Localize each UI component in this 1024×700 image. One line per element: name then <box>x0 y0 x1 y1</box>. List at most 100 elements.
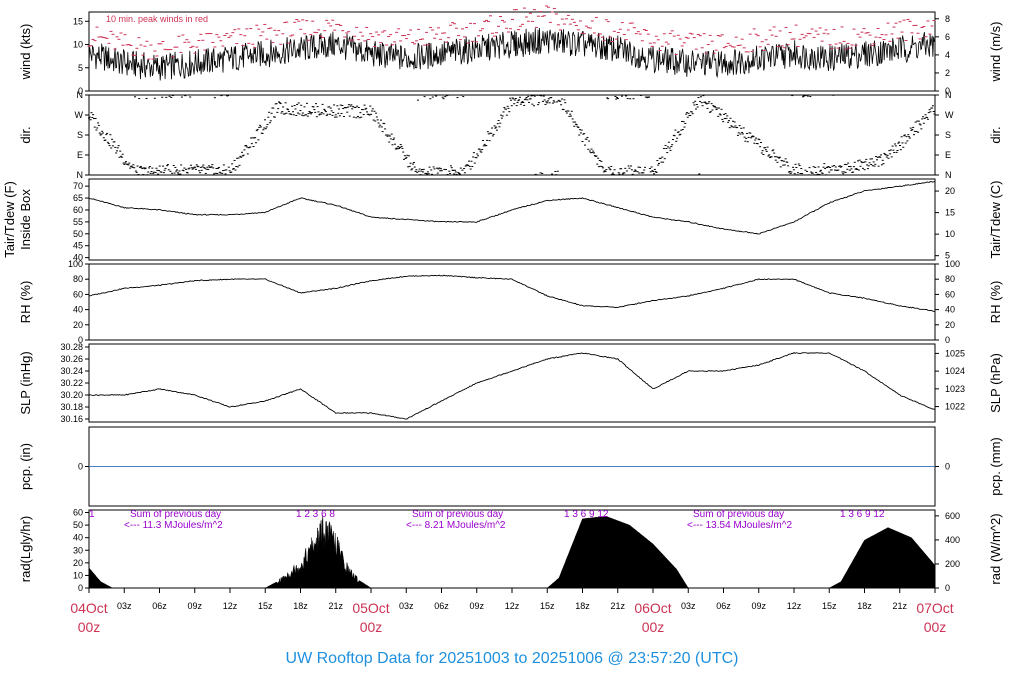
ytick-label-right-slp: 1022 <box>945 402 965 412</box>
ytick-label-left-slp: 30.20 <box>60 390 83 400</box>
ytick-label-left-slp: 30.16 <box>60 414 83 424</box>
xtick-label: 12z <box>505 601 520 611</box>
ytick-label-left-dir: N <box>77 170 84 180</box>
ytick-label-left-temperature: 45 <box>73 241 83 251</box>
ytick-label-right-rh: 40 <box>945 305 955 315</box>
ylabel-right-temperature: Tair/Tdew (C) <box>988 180 1003 258</box>
ytick-label-right-radiation: 0 <box>945 583 950 593</box>
ytick-label-right-slp: 1025 <box>945 348 965 358</box>
ytick-label-right-rh: 20 <box>945 320 955 330</box>
ytick-label-left-slp: 30.28 <box>60 342 83 352</box>
ytick-label-left-radiation: 40 <box>73 533 83 543</box>
ylabel-right-dir: dir. <box>988 126 1003 143</box>
ytick-label-left-wind: 0 <box>78 86 83 96</box>
ylabel-right-rh: RH (%) <box>988 281 1003 324</box>
xtick-label: 06z <box>716 601 731 611</box>
xtick-label: 15z <box>258 601 273 611</box>
rad-sum-label-1: Sum of previous day <box>130 509 222 520</box>
xtick-label: 18z <box>857 601 872 611</box>
date-label: 06Oct <box>634 600 671 616</box>
ytick-label-right-rh: 60 <box>945 289 955 299</box>
ytick-label-right-rh: 0 <box>945 335 950 345</box>
temperature-series-line <box>88 180 936 235</box>
xtick-label: 18z <box>575 601 590 611</box>
xtick-label: 09z <box>469 601 484 611</box>
ytick-label-left-radiation: 0 <box>78 583 83 593</box>
rad-sum-label-3: Sum of previous day <box>693 509 785 520</box>
ylabel-left-dir: dir. <box>18 126 33 143</box>
ytick-label-left-dir: N <box>77 90 84 100</box>
ytick-label-left-rh: 60 <box>73 289 83 299</box>
peak-winds-note: 10 min. peak winds in red <box>106 14 209 24</box>
ytick-label-left-radiation: 30 <box>73 545 83 555</box>
date-time-label: 00z <box>360 619 383 635</box>
panel-rh <box>85 263 939 341</box>
ytick-label-right-slp: 1024 <box>945 366 965 376</box>
ytick-label-left-rh: 100 <box>68 259 83 269</box>
ylabel-right-slp: SLP (hPa) <box>988 353 1003 413</box>
rad-sum-value-1: <--- 11.3 MJoules/m^2 <box>124 520 223 531</box>
date-time-label: 00z <box>78 619 101 635</box>
xtick-label: 18z <box>293 601 308 611</box>
ytick-label-right-temperature: 20 <box>945 186 955 196</box>
ytick-label-left-radiation: 10 <box>73 570 83 580</box>
ylabel-left-wind: wind (kts) <box>18 24 33 81</box>
rad-hour-marks-0: 1 <box>89 509 95 520</box>
ytick-label-left-temperature: 60 <box>73 205 83 215</box>
ytick-label-right-temperature: 5 <box>945 251 950 261</box>
panel-dir <box>85 94 939 176</box>
ytick-label-left-temperature: 40 <box>73 253 83 263</box>
slp-series-line <box>88 352 936 420</box>
ylabel-left-slp: SLP (inHg) <box>18 351 33 414</box>
xtick-label: 15z <box>540 601 555 611</box>
xtick-label: 09z <box>187 601 202 611</box>
ytick-label-left-rh: 40 <box>73 305 83 315</box>
wind-series-line <box>88 27 935 81</box>
ytick-label-right-radiation: 200 <box>945 559 960 569</box>
ytick-label-left-wind: 5 <box>78 63 83 73</box>
ytick-label-left-radiation: 60 <box>73 508 83 518</box>
panel-wind <box>85 5 939 92</box>
rad-hour-marks-1: 1 2 3 6 8 <box>296 509 335 520</box>
xtick-label: 21z <box>892 601 907 611</box>
panel-frame-wind <box>88 11 936 92</box>
ytick-label-right-dir: N <box>945 90 952 100</box>
rad-hour-marks-2: 1 3 6 9 12 <box>564 509 609 520</box>
ytick-label-right-slp: 1023 <box>945 384 965 394</box>
ytick-label-left-slp: 30.22 <box>60 378 83 388</box>
xtick-label: 15z <box>822 601 837 611</box>
ylabel-left-temperature: Tair/Tdew (F) <box>2 181 17 258</box>
xtick-label: 06z <box>434 601 449 611</box>
ytick-label-left-slp: 30.26 <box>60 354 83 364</box>
ytick-label-left-radiation: 50 <box>73 520 83 530</box>
ytick-label-left-wind: 10 <box>73 40 83 50</box>
ylabel-right-pcp: pcp. (mm) <box>988 437 1003 496</box>
ytick-label-right-dir: S <box>945 130 951 140</box>
xtick-label: 06z <box>152 601 167 611</box>
date-time-label: 00z <box>642 619 665 635</box>
rad-hour-marks-3: 1 3 6 9 12 <box>840 509 885 520</box>
xtick-label: 12z <box>223 601 238 611</box>
ytick-label-right-dir: E <box>945 150 951 160</box>
ytick-label-left-wind: 15 <box>73 16 83 26</box>
panel-frame-temperature <box>88 178 936 261</box>
date-time-label: 00z <box>924 619 947 635</box>
ytick-label-left-rh: 0 <box>78 335 83 345</box>
ytick-label-left-rh: 80 <box>73 274 83 284</box>
xtick-label: 03z <box>399 601 414 611</box>
ytick-label-left-radiation: 20 <box>73 558 83 568</box>
ytick-label-left-temperature: 70 <box>73 181 83 191</box>
ytick-label-right-wind: 0 <box>945 86 950 96</box>
panel-slp <box>85 343 939 423</box>
date-label: 05Oct <box>352 600 389 616</box>
ytick-label-left-pcp: 0 <box>78 462 83 472</box>
xtick-label: 12z <box>787 601 802 611</box>
ytick-label-left-slp: 30.18 <box>60 402 83 412</box>
ytick-label-right-temperature: 15 <box>945 208 955 218</box>
xtick-label: 21z <box>610 601 625 611</box>
ytick-label-right-temperature: 10 <box>945 229 955 239</box>
ylabel-right-wind: wind (m/s) <box>988 22 1003 83</box>
rh-series-line <box>88 274 936 312</box>
xtick-label: 09z <box>751 601 766 611</box>
